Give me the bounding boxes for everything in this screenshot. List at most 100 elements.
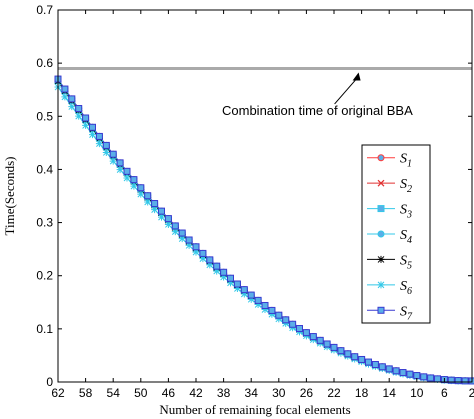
point-S7-27 (296, 325, 303, 333)
annotation-text: Combination time of original BBA (222, 103, 413, 118)
point-S7-17 (365, 358, 372, 366)
point-S7-57 (89, 123, 96, 131)
legend-item-S3: S3 (367, 203, 412, 221)
point-S6-40 (206, 261, 214, 269)
y-axis-label: Time(Seconds) (2, 157, 17, 236)
x-tick-label-34: 34 (245, 386, 259, 400)
annotation-arrowhead (352, 72, 361, 81)
x-tick-label-42: 42 (189, 386, 203, 400)
point-S7-58 (82, 114, 90, 122)
point-S7-14 (385, 365, 393, 373)
point-S6-56 (95, 140, 103, 148)
point-S6-37 (227, 279, 234, 287)
point-S6-44 (178, 235, 186, 243)
point-S7-28 (289, 320, 297, 328)
point-S7-35 (240, 286, 248, 294)
point-S6-32 (261, 305, 269, 313)
legend-marker-S3 (377, 205, 385, 213)
x-tick-label-54: 54 (107, 386, 121, 400)
point-S6-47 (158, 213, 165, 221)
point-S6-53 (116, 166, 124, 174)
point-S7-32 (261, 301, 269, 309)
point-S6-33 (254, 300, 262, 308)
point-S7-25 (309, 333, 317, 341)
point-S6-57 (89, 131, 96, 139)
legend-item-S2: S2 (367, 177, 412, 195)
point-S7-54 (109, 150, 117, 158)
legend-marker-S1 (377, 154, 385, 162)
point-S6-51 (130, 182, 138, 190)
point-S6-39 (213, 267, 221, 275)
x-tick-label-6: 6 (441, 386, 448, 400)
point-S6-49 (144, 198, 152, 206)
point-S6-59 (75, 112, 83, 120)
point-S7-26 (302, 329, 310, 337)
y-tick-label-0.2: 0.2 (36, 269, 53, 283)
point-S7-4 (454, 377, 462, 385)
point-S7-23 (323, 340, 331, 348)
legend-label-S1: S1 (400, 152, 412, 170)
point-S6-38 (220, 273, 228, 281)
point-S7-36 (233, 280, 241, 288)
point-S7-33 (254, 296, 262, 304)
point-S7-30 (275, 311, 283, 319)
point-S6-55 (102, 148, 110, 156)
point-S7-61 (61, 85, 69, 93)
y-tick-label-0.3: 0.3 (36, 216, 53, 230)
x-tick-label-50: 50 (134, 386, 148, 400)
legend: S1 S2 S3 S4 S5 S6 S7 (361, 144, 431, 324)
point-S6-31 (268, 310, 276, 318)
legend-label-S6: S6 (400, 279, 412, 297)
point-S7-42 (192, 243, 200, 251)
point-S7-56 (95, 132, 103, 140)
legend-marker-S2 (377, 179, 385, 187)
point-S7-3 (461, 377, 469, 385)
legend-item-S6: S6 (367, 279, 412, 297)
point-S7-9 (420, 373, 428, 381)
legend-label-S2: S2 (400, 177, 412, 195)
point-S6-41 (199, 255, 207, 263)
point-S7-51 (130, 176, 138, 184)
annotation-arrow (334, 76, 359, 105)
point-S7-44 (178, 229, 186, 237)
point-S7-43 (185, 236, 193, 244)
point-S7-39 (213, 262, 221, 270)
legend-marker-S7 (377, 306, 385, 314)
point-S7-24 (316, 336, 324, 344)
point-S7-31 (268, 306, 276, 314)
point-S6-42 (192, 248, 200, 256)
point-S7-11 (406, 370, 414, 378)
point-S7-20 (344, 350, 352, 358)
legend-item-S1: S1 (367, 152, 412, 170)
point-S7-55 (102, 141, 110, 149)
y-tick-label-0: 0 (46, 375, 53, 389)
point-S7-48 (151, 200, 159, 208)
point-S7-10 (413, 372, 421, 380)
point-S7-53 (116, 159, 124, 167)
point-S7-45 (171, 222, 179, 230)
reference-line-group (58, 66, 472, 105)
plot-frame (57, 9, 473, 383)
point-S7-16 (371, 361, 379, 369)
point-S6-61 (61, 93, 69, 101)
legend-item-S4: S4 (367, 228, 412, 246)
x-tick-label-14: 14 (383, 386, 397, 400)
x-tick-label-30: 30 (272, 386, 286, 400)
x-tick-label-22: 22 (327, 386, 341, 400)
point-S7-38 (220, 268, 228, 276)
point-S6-35 (240, 290, 248, 298)
point-S6-46 (164, 220, 172, 228)
x-tick-label-46: 46 (162, 386, 176, 400)
point-S6-48 (151, 206, 159, 214)
legend-item-S7: S7 (367, 304, 413, 322)
y-tick-label-0.4: 0.4 (36, 162, 53, 176)
legend-item-S5: S5 (367, 253, 412, 271)
point-S7-41 (199, 249, 207, 257)
legend-marker-S5 (377, 255, 385, 263)
point-S7-18 (358, 355, 366, 363)
legend-label-S5: S5 (400, 253, 412, 271)
y-tick-label-0.7: 0.7 (36, 3, 53, 17)
tick-labels: 62 58 54 50 46 42 38 34 30 26 22 18 14 10 6 200.10.20.3… (36, 3, 474, 400)
legend-label-S7: S7 (400, 304, 413, 322)
